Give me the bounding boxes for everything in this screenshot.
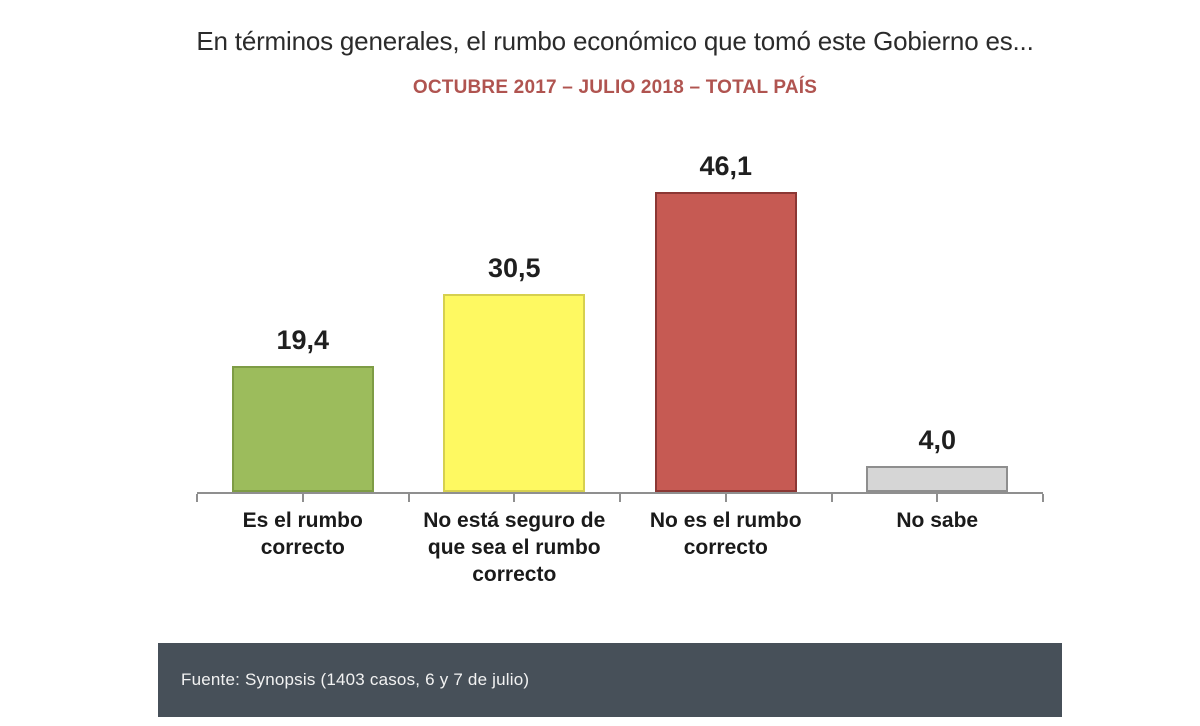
bar-group: 19,4 xyxy=(197,167,409,492)
category-labels: Es el rumbo correcto No está seguro de qu… xyxy=(197,508,1043,589)
value-label: 4,0 xyxy=(918,425,957,455)
axis-tick xyxy=(407,494,410,502)
value-label: 19,4 xyxy=(276,325,330,355)
axis-tick xyxy=(196,494,198,502)
footer-bar: Fuente: Synopsis (1403 casos, 6 y 7 de j… xyxy=(158,643,1062,717)
axis-tick xyxy=(830,494,833,502)
category-label: No está seguro de que sea el rumbo corre… xyxy=(423,509,606,586)
chart-subtitle: OCTUBRE 2017 – JULIO 2018 – TOTAL PAÍS xyxy=(412,77,818,98)
bar xyxy=(231,366,374,492)
axis-tick xyxy=(936,494,939,502)
x-axis xyxy=(196,492,1044,502)
axis-tick xyxy=(513,494,516,502)
category-label: Es el rumbo correcto xyxy=(242,509,363,559)
axis-tick xyxy=(619,494,621,502)
bar xyxy=(654,192,797,492)
bar-group: 30,5 xyxy=(409,167,621,492)
source-text: Fuente: Synopsis (1403 casos, 6 y 7 de j… xyxy=(181,670,530,689)
category-label: No sabe xyxy=(896,509,979,532)
plot-area: 19,4 30,5 46,1 4,0 xyxy=(197,151,1044,492)
chart-title: En términos generales, el rumbo económic… xyxy=(196,26,1034,56)
bar-group: 46,1 xyxy=(620,151,832,492)
axis-tick xyxy=(724,494,727,502)
bar xyxy=(443,294,586,492)
value-label: 46,1 xyxy=(699,151,753,181)
bar-group: 4,0 xyxy=(832,167,1044,492)
axis-tick xyxy=(1042,494,1044,502)
bar xyxy=(866,466,1009,492)
value-label: 30,5 xyxy=(487,253,541,283)
category-label: No es el rumbo correcto xyxy=(649,509,802,559)
axis-tick xyxy=(301,494,304,502)
